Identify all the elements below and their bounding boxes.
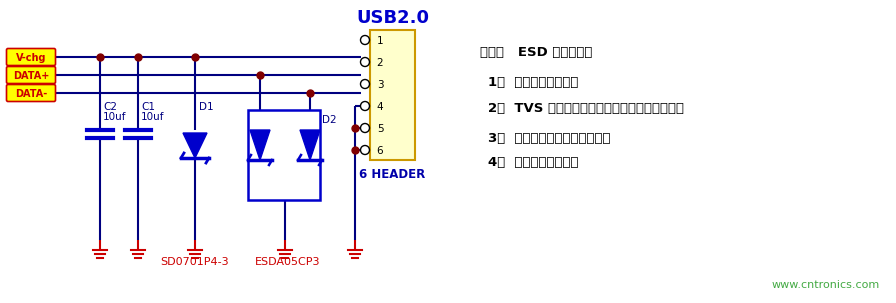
Text: 10uf: 10uf — [103, 112, 126, 122]
Text: 2: 2 — [376, 58, 383, 68]
Text: 备注：   ESD 选型原则：: 备注： ESD 选型原则： — [480, 46, 592, 59]
FancyBboxPatch shape — [6, 66, 56, 84]
Polygon shape — [183, 133, 207, 158]
Bar — [248, 110, 320, 200]
Text: USB2.0: USB2.0 — [356, 9, 429, 27]
Text: 5: 5 — [376, 124, 383, 134]
Text: DATA-: DATA- — [15, 89, 47, 99]
Text: 1: 1 — [376, 36, 383, 46]
Text: D2: D2 — [322, 115, 337, 125]
Bar — [370, 30, 415, 160]
Text: 10uf: 10uf — [141, 112, 165, 122]
Text: ESDA05CP3: ESDA05CP3 — [255, 257, 321, 267]
Text: 4、  选择算位较小的。: 4、 选择算位较小的。 — [488, 157, 579, 169]
Text: D1: D1 — [199, 102, 213, 112]
Text: 6: 6 — [376, 146, 383, 156]
Text: 6 HEADER: 6 HEADER — [359, 168, 426, 181]
Text: www.cntronics.com: www.cntronics.com — [771, 280, 880, 290]
Text: 3、  选择符合测试要求的功率；: 3、 选择符合测试要求的功率； — [488, 132, 610, 145]
Text: C1: C1 — [141, 102, 155, 112]
Text: 4: 4 — [376, 102, 383, 112]
Polygon shape — [300, 130, 320, 160]
Text: V-chg: V-chg — [16, 53, 47, 63]
FancyBboxPatch shape — [6, 85, 56, 102]
Text: C2: C2 — [103, 102, 117, 112]
Text: 3: 3 — [376, 80, 383, 90]
Text: DATA+: DATA+ — [13, 71, 49, 81]
FancyBboxPatch shape — [6, 48, 56, 65]
Text: SD0701P4-3: SD0701P4-3 — [160, 257, 229, 267]
Text: 2、  TVS 的击穿电压大于电路的最大工作电压；: 2、 TVS 的击穿电压大于电路的最大工作电压； — [488, 102, 684, 115]
Text: 1、  选择合适的封装；: 1、 选择合适的封装； — [488, 76, 579, 89]
Polygon shape — [250, 130, 270, 160]
